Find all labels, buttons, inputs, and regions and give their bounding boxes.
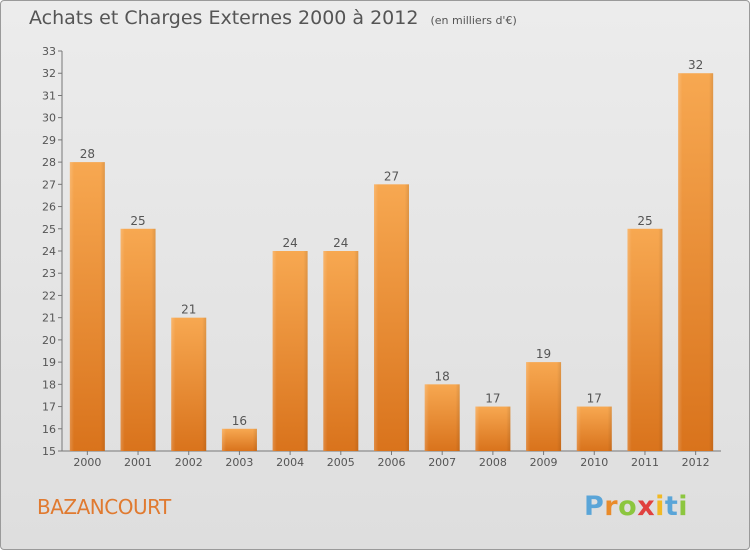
bar-shading: [171, 317, 207, 451]
bar-shading: [221, 428, 257, 451]
bar-shading: [678, 73, 714, 451]
bar-shading: [69, 162, 105, 451]
x-tick-label: 2009: [530, 456, 558, 469]
x-tick-label: 2008: [479, 456, 507, 469]
x-tick-label: 2011: [631, 456, 659, 469]
x-tick-label: 2007: [428, 456, 456, 469]
chart-unit: (en milliers d'€): [430, 14, 517, 27]
data-label: 27: [384, 169, 399, 183]
y-tick-label: 21: [42, 312, 56, 325]
chart-title-block: Achats et Charges Externes 2000 à 2012 (e…: [29, 7, 517, 29]
y-tick-label: 30: [42, 112, 56, 125]
y-tick-label: 20: [42, 334, 56, 347]
logo-letter: x: [637, 491, 656, 522]
x-tick-label: 2010: [580, 456, 608, 469]
y-tick-label: 28: [42, 156, 56, 169]
y-tick-label: 16: [42, 423, 56, 436]
bar-shading: [475, 406, 511, 451]
data-label: 32: [688, 58, 703, 72]
data-label: 17: [485, 392, 500, 406]
x-tick-label: 2005: [327, 456, 355, 469]
data-label: 28: [80, 147, 95, 161]
data-label: 16: [232, 414, 247, 428]
y-tick-label: 31: [42, 89, 56, 102]
data-label: 24: [282, 236, 297, 250]
y-tick-label: 15: [42, 445, 56, 458]
bar-shading: [526, 362, 562, 451]
data-label: 25: [130, 214, 145, 228]
y-tick-label: 29: [42, 134, 56, 147]
data-label: 19: [536, 347, 551, 361]
bar-shading: [576, 406, 612, 451]
data-label: 18: [435, 369, 450, 383]
x-tick-label: 2006: [378, 456, 406, 469]
chart-title: Achats et Charges Externes 2000 à 2012: [29, 7, 419, 29]
bar-shading: [323, 251, 359, 451]
proxiti-logo: Proxiti: [584, 491, 688, 522]
y-tick-label: 17: [42, 401, 56, 414]
logo-letter: i: [655, 491, 665, 522]
data-label: 17: [587, 392, 602, 406]
logo-letter: r: [604, 491, 619, 522]
bar-shading: [424, 384, 460, 451]
logo-letter: t: [664, 491, 679, 522]
logo-letter: P: [584, 491, 605, 522]
data-label: 21: [181, 303, 196, 317]
bar-shading: [374, 184, 409, 452]
y-tick-label: 22: [42, 289, 56, 302]
bar-shading: [627, 228, 663, 451]
x-tick-label: 2003: [225, 456, 253, 469]
y-tick-label: 33: [42, 45, 56, 58]
data-label: 24: [333, 236, 348, 250]
x-tick-label: 2012: [682, 456, 710, 469]
commune-name: BAZANCOURT: [37, 495, 171, 519]
x-tick-label: 2002: [175, 456, 203, 469]
y-tick-label: 18: [42, 378, 56, 391]
y-tick-label: 23: [42, 267, 56, 280]
data-label: 25: [637, 214, 652, 228]
y-tick-label: 25: [42, 223, 56, 236]
x-tick-label: 2004: [276, 456, 304, 469]
bar-shading: [120, 228, 156, 451]
y-tick-label: 32: [42, 67, 56, 80]
x-tick-label: 2001: [124, 456, 152, 469]
y-tick-label: 19: [42, 356, 56, 369]
y-tick-label: 27: [42, 178, 56, 191]
y-tick-label: 26: [42, 201, 56, 214]
bar-shading: [272, 251, 308, 451]
y-tick-label: 24: [42, 245, 56, 258]
logo-letter: i: [678, 491, 689, 522]
x-tick-label: 2000: [73, 456, 101, 469]
logo-letter: o: [618, 491, 638, 522]
